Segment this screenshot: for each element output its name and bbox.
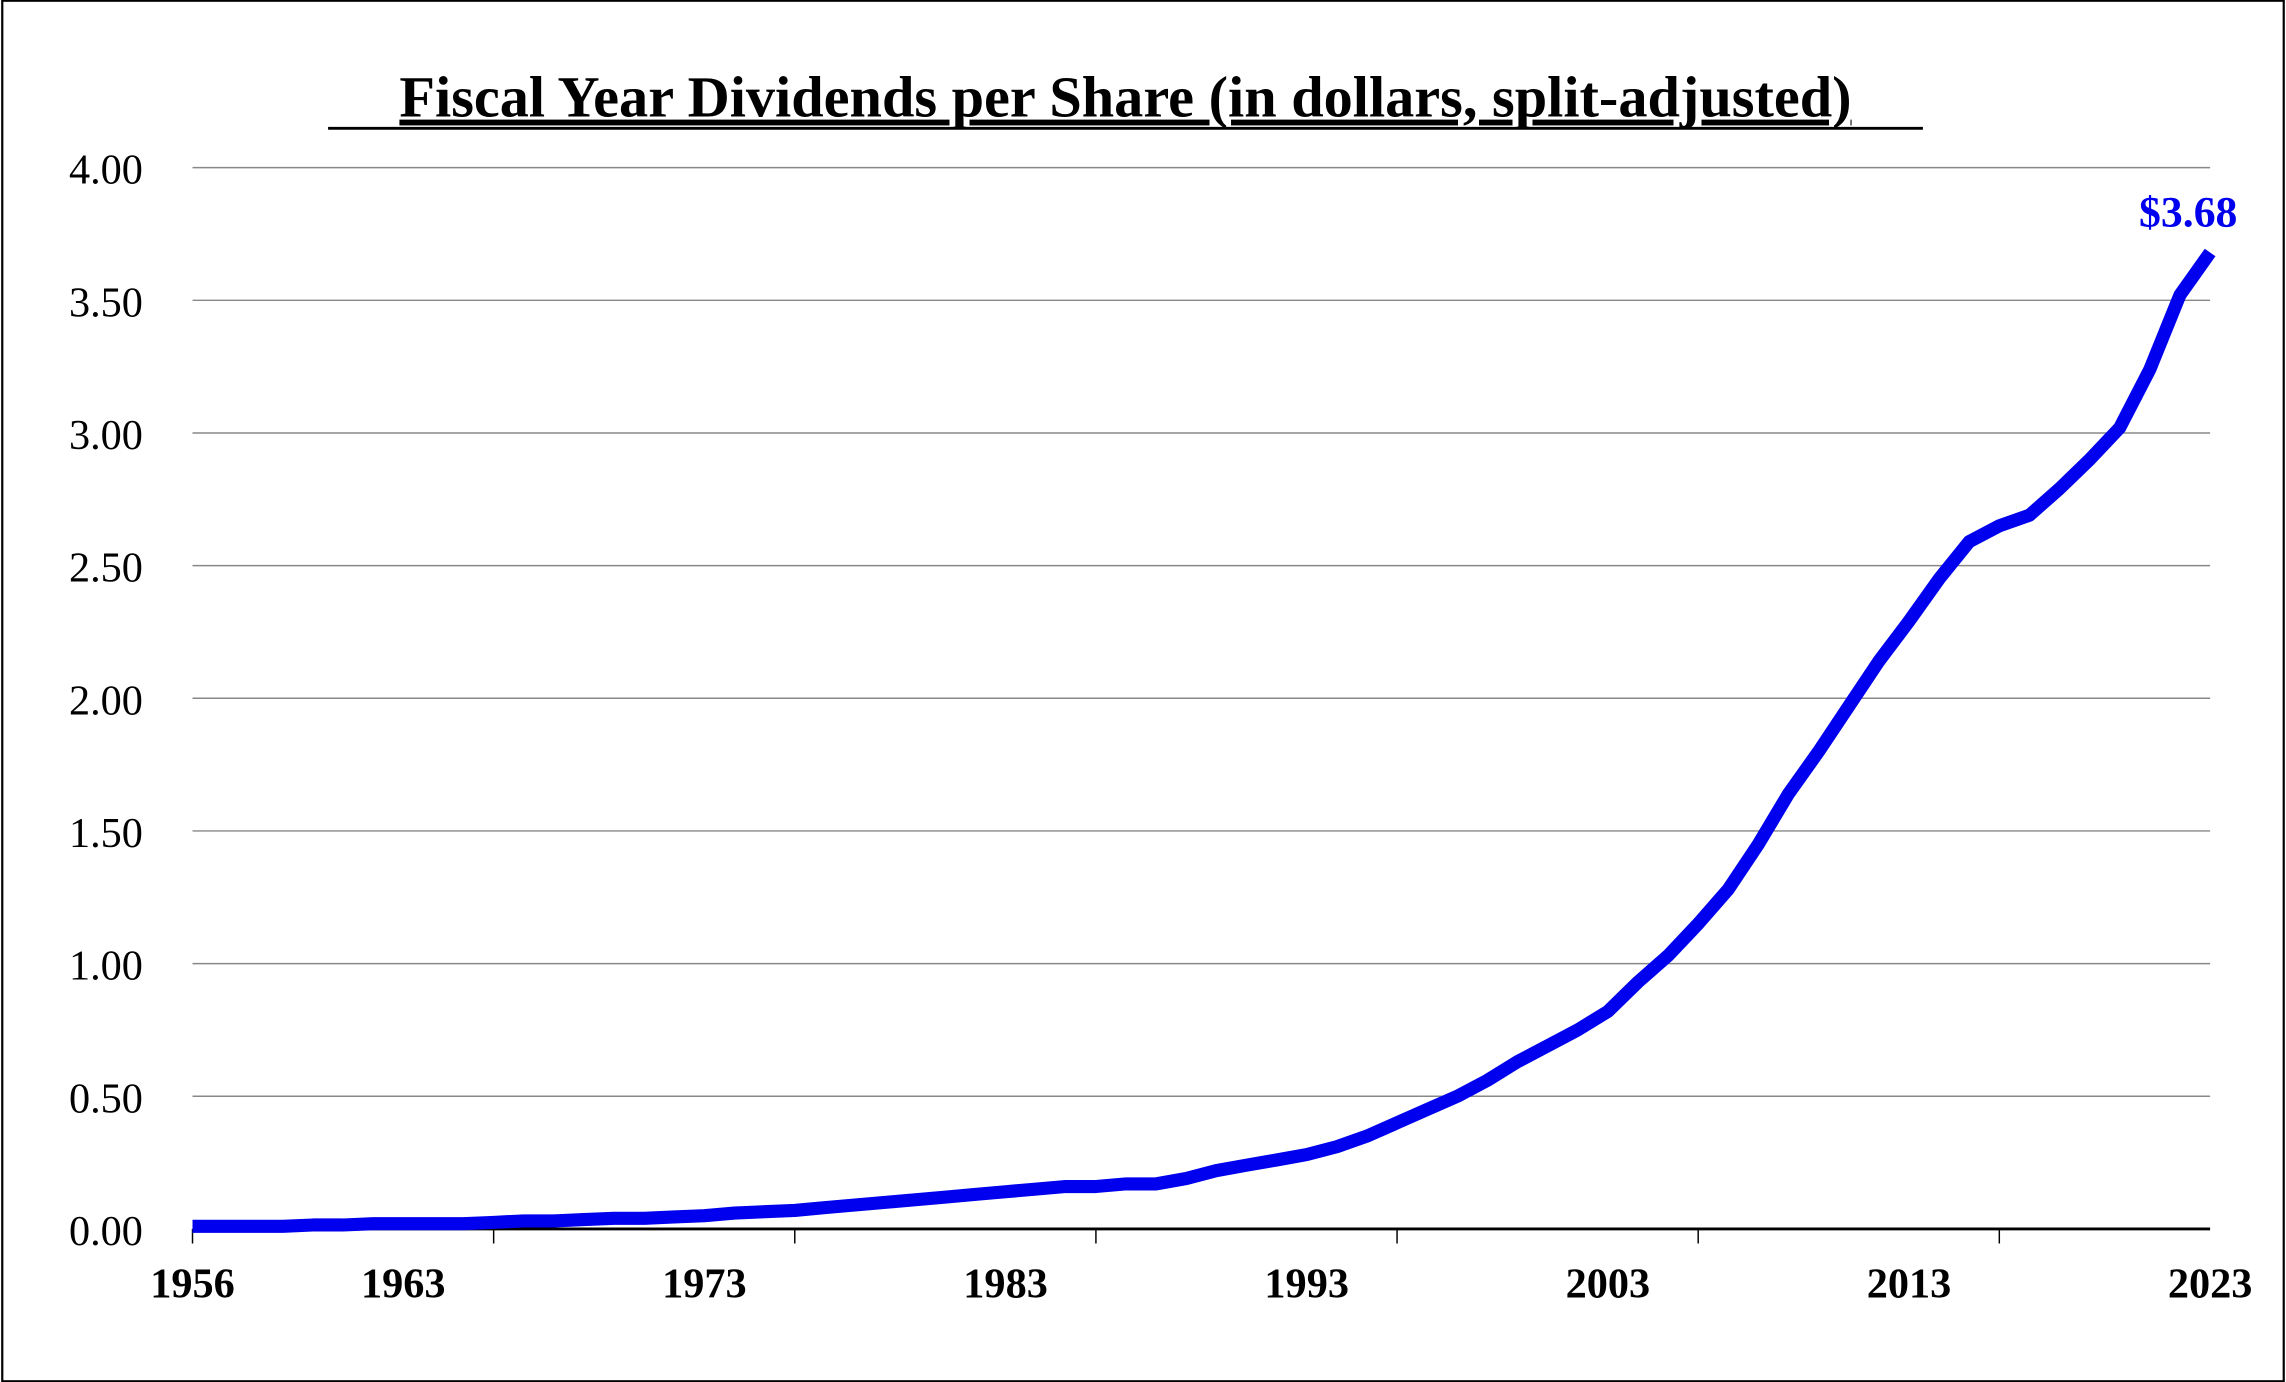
y-tick-label: 3.00 <box>69 412 143 459</box>
last-value-annotation: $3.68 <box>2139 188 2237 236</box>
x-tick-label: 1956 <box>150 1260 235 1307</box>
x-tick-label: 1993 <box>1264 1260 1349 1307</box>
y-tick-label: 1.00 <box>69 943 143 990</box>
y-tick-label: 2.00 <box>69 677 143 724</box>
y-tick-label: 0.50 <box>69 1075 143 1122</box>
x-tick-label: 1983 <box>963 1260 1048 1307</box>
y-tick-label: 0.00 <box>69 1208 143 1255</box>
chart-title: Fiscal Year Dividends per Share (in doll… <box>399 65 1851 130</box>
x-tick-label: 1963 <box>361 1260 446 1307</box>
y-tick-label: 1.50 <box>69 810 143 857</box>
dividend-line <box>192 248 2216 1233</box>
x-tick-label: 2013 <box>1867 1260 1952 1307</box>
y-tick-label: 2.50 <box>69 545 143 592</box>
x-tick-label: 1973 <box>662 1260 747 1307</box>
y-tick-label: 4.00 <box>69 147 143 194</box>
x-tick-label: 2003 <box>1566 1260 1651 1307</box>
x-tick-label: 2023 <box>2168 1260 2253 1307</box>
y-tick-label: 3.50 <box>69 279 143 326</box>
